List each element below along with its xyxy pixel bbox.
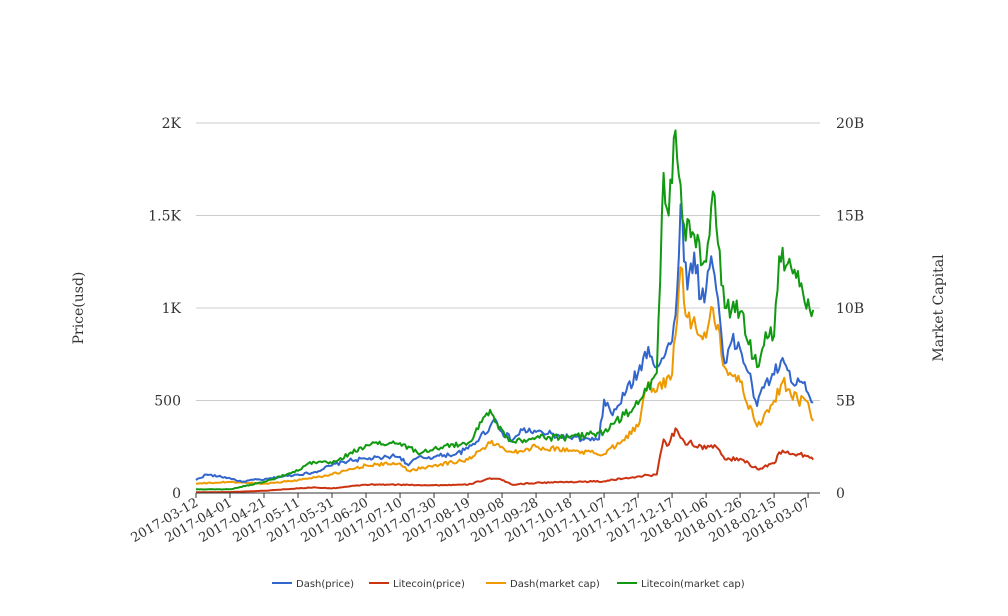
left-axis-ticks: 0 500 1K 1.5K 2K (148, 116, 181, 502)
series-line-2 (195, 266, 815, 486)
right-axis-title: Market Capital (931, 254, 947, 362)
right-tick-label: 0 (836, 486, 845, 502)
grid-lines (196, 122, 820, 401)
series-line-1 (195, 427, 814, 494)
right-tick-label: 20B (836, 116, 864, 132)
legend-label: Litecoin(market cap) (641, 579, 745, 590)
legend-label: Dash(market cap) (510, 579, 600, 590)
x-axis-ticks: 2017-03-122017-04-012017-04-212017-05-11… (129, 493, 813, 546)
series-lines (195, 129, 815, 494)
left-tick-label: 0 (172, 486, 181, 502)
right-tick-label: 15B (836, 209, 864, 225)
legend: Dash(price) Litecoin(price) Dash(market ca… (272, 579, 745, 590)
left-tick-label: 1K (162, 301, 182, 317)
left-tick-label: 1.5K (148, 209, 181, 225)
right-tick-label: 5B (836, 394, 855, 410)
left-tick-label: 2K (162, 116, 182, 132)
left-axis-title: Price(usd) (71, 272, 87, 345)
series-line-3 (196, 129, 815, 491)
right-axis-ticks: 0 5B 10B 15B 20B (836, 116, 864, 502)
left-tick-label: 500 (154, 394, 181, 410)
right-tick-label: 10B (836, 301, 864, 317)
legend-label: Dash(price) (296, 579, 354, 590)
legend-label: Litecoin(price) (393, 579, 465, 590)
